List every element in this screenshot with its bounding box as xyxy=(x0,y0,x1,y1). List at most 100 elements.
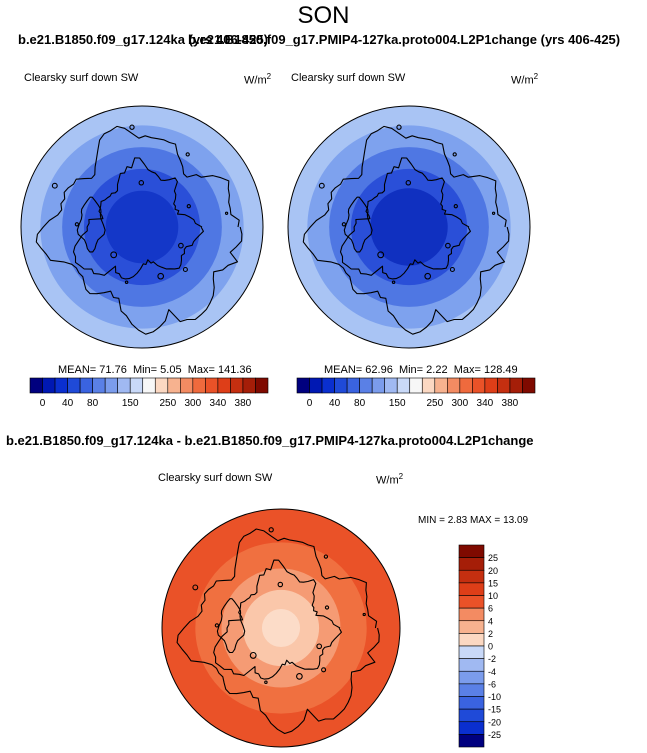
diff-island xyxy=(264,680,268,685)
panel-b-island xyxy=(424,272,432,280)
diff-mid-latitude-coast xyxy=(176,528,380,735)
diff-colorbar-tick-label: 0 xyxy=(488,642,493,652)
panel-b-colorbar-tick-label: 80 xyxy=(354,398,366,409)
panel-a-greenland-coast xyxy=(76,196,106,253)
panel-a-mid-latitude-coast xyxy=(35,125,243,335)
panel-a-colorbar-cell xyxy=(117,377,131,394)
panel-a-map-border xyxy=(20,105,264,349)
panel-a-island xyxy=(182,266,188,273)
diff-colorbar-cell xyxy=(458,734,485,748)
panel-a-colorbar-cell xyxy=(67,377,81,394)
panel-a-island xyxy=(124,280,129,285)
diff-colorbar-tick-label: 6 xyxy=(488,604,493,614)
diff-colorbar-tick-label: 2 xyxy=(488,629,493,639)
diff-colorbar-cell xyxy=(458,670,485,685)
panel-b-colorbar-cell xyxy=(334,377,348,394)
panel-a-arctic-coast xyxy=(72,157,204,280)
panel-b-island xyxy=(491,211,496,215)
panel-b-colorbar-tick-label: 300 xyxy=(451,398,468,409)
panel-b-mid-latitude-coast xyxy=(302,125,510,335)
panel-a-case-title: b.e21.B1850.f09_g17.124ka (yrs 406-425) xyxy=(18,32,269,47)
panel-a-island xyxy=(110,251,118,259)
panel-a-island xyxy=(185,152,190,157)
diff-colorbar-cell xyxy=(458,595,485,609)
diff-island xyxy=(321,667,327,673)
panel-b-colorbar-cell xyxy=(497,377,511,394)
panel-a-colorbar-tick-label: 340 xyxy=(210,398,227,409)
diff-colorbar-cell xyxy=(458,582,485,596)
panel-a-units: W/m2 xyxy=(244,72,272,87)
diff-island xyxy=(296,673,303,680)
panel-b-island xyxy=(452,152,457,157)
panel-a-colorbar-cell xyxy=(180,377,194,394)
diff-arctic-coast xyxy=(213,559,342,680)
panel-b-colorbar-cell xyxy=(409,377,423,394)
diff-stats: MIN = 2.83 MAX = 13.09 xyxy=(418,515,529,526)
diff-colorbar-cell xyxy=(458,557,485,571)
panel-b-colorbar-tick-label: 40 xyxy=(329,398,341,409)
panel-a-colorbar-tick-label: 300 xyxy=(184,398,201,409)
panel-b-colorbar-cell xyxy=(321,377,335,394)
diff-colorbar-tick-label: -6 xyxy=(488,679,496,689)
diff-colorbar-cell xyxy=(458,696,485,710)
panel-a-island xyxy=(157,272,165,280)
panel-a-colorbar-cell xyxy=(167,377,181,394)
panel-b-map-border xyxy=(287,105,531,349)
panel-a-stats: MEAN= 71.76 Min= 5.05 Max= 141.36 xyxy=(58,364,252,376)
panel-b-colorbar-cell xyxy=(472,377,486,394)
diff-island xyxy=(249,651,257,659)
panel-a-colorbar-cell xyxy=(79,377,93,394)
diff-colorbar-tick-label: 25 xyxy=(488,553,498,563)
panel-a-variable-label: Clearsky surf down SW xyxy=(24,72,139,84)
panel-b-variable-label: Clearsky surf down SW xyxy=(291,72,406,84)
panel-b-greenland-coast xyxy=(343,196,373,253)
panel-b-colorbar-cell xyxy=(434,377,448,394)
panel-b-colorbar-cell xyxy=(346,377,360,394)
panel-a-colorbar-tick-label: 0 xyxy=(40,398,46,409)
diff-colorbar-cell xyxy=(458,569,485,584)
diff-island xyxy=(277,581,284,588)
panel-a-colorbar-cell xyxy=(230,377,244,394)
diff-colorbar-cell xyxy=(458,607,485,622)
diff-colorbar-tick-label: 20 xyxy=(488,566,498,576)
panel-b-island xyxy=(391,280,396,285)
panel-a-colorbar-cell xyxy=(129,377,144,394)
panel-b-colorbar-tick-label: 250 xyxy=(426,398,443,409)
panel-a-colorbar-cell xyxy=(29,377,43,394)
panel-a-colorbar-tick-label: 250 xyxy=(159,398,176,409)
panel-a-band-4 xyxy=(105,190,179,264)
panel-b-band-4 xyxy=(370,188,448,266)
panel-b-colorbar-tick-label: 340 xyxy=(477,398,494,409)
diff-island xyxy=(192,584,199,591)
panel-a-colorbar-cell xyxy=(255,377,269,394)
panel-b-colorbar-tick-label: 0 xyxy=(307,398,313,409)
panel-b-units: W/m2 xyxy=(511,72,539,87)
diff-colorbar-cell xyxy=(458,708,485,723)
diff-colorbar-tick-label: -15 xyxy=(488,705,501,715)
diff-colorbar-tick-label: -20 xyxy=(488,717,501,727)
panel-b-colorbar-cell xyxy=(371,377,385,394)
panel-a-colorbar-cell xyxy=(142,377,156,394)
diff-colorbar-tick-label: 10 xyxy=(488,591,498,601)
panel-b-case-title: b.e21.B1850.f09_g17.PMIP4-127ka.proto004… xyxy=(188,32,621,47)
panel-a-colorbar-tick-label: 150 xyxy=(122,398,139,409)
panel-a-coastlines xyxy=(35,124,243,335)
panel-b-island xyxy=(396,124,402,130)
panel-b-coastlines xyxy=(302,124,510,335)
panel-b-island xyxy=(318,182,325,189)
panel-a-colorbar-tick-label: 80 xyxy=(87,398,99,409)
panel-b-island xyxy=(453,204,458,209)
panel-a-island xyxy=(186,204,191,209)
diff-band-4 xyxy=(261,608,301,648)
diff-variable-label: Clearsky surf down SW xyxy=(158,472,273,484)
panel-b-colorbar-cell xyxy=(509,377,523,394)
diff-colorbar-tick-label: 15 xyxy=(488,578,498,588)
panel-b-colorbar-cell xyxy=(447,377,461,394)
panel-a-colorbar-cell xyxy=(54,377,68,394)
panel-a-island xyxy=(129,124,135,130)
panel-b-colorbar-cell xyxy=(421,377,436,394)
diff-colorbar-cell xyxy=(458,683,485,697)
panel-a-colorbar-cell xyxy=(217,377,231,394)
season-title: SON xyxy=(297,2,350,29)
